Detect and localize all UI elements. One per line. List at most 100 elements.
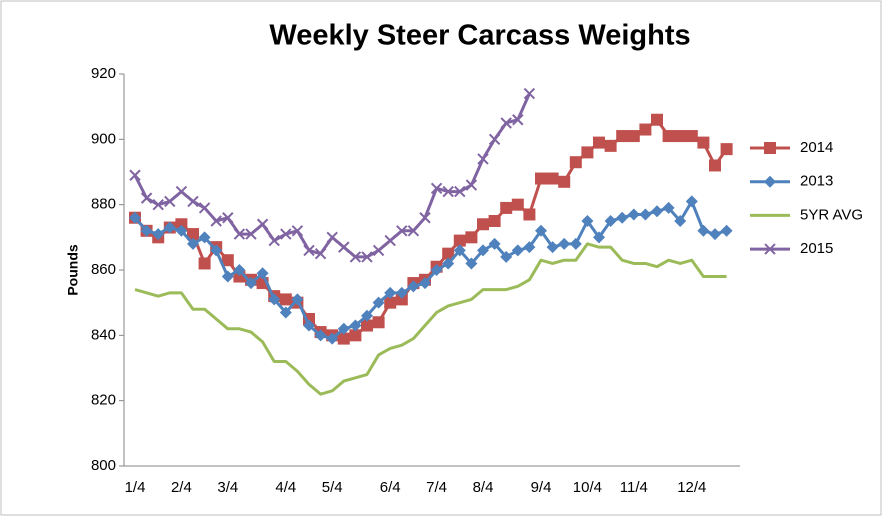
marker [764, 243, 776, 255]
y-axis-label: Pounds [65, 244, 81, 296]
x-tick-label: 7/4 [426, 479, 447, 496]
marker [662, 130, 675, 143]
x-tick-label: 4/4 [275, 479, 296, 496]
marker [372, 296, 385, 309]
marker [616, 211, 629, 224]
marker [279, 293, 292, 306]
marker [279, 306, 292, 319]
marker [477, 218, 489, 231]
marker [419, 277, 431, 290]
marker [210, 244, 223, 257]
marker [233, 228, 246, 240]
marker [384, 296, 397, 309]
marker [187, 195, 199, 208]
marker [511, 244, 524, 257]
marker [546, 241, 559, 254]
marker [314, 329, 327, 342]
marker [453, 234, 466, 247]
marker [140, 192, 153, 204]
marker [558, 237, 571, 250]
x-tick-label: 10/4 [573, 479, 602, 496]
marker [349, 329, 362, 342]
marker [268, 293, 281, 306]
marker [337, 332, 350, 345]
marker [407, 225, 420, 237]
marker [581, 146, 594, 159]
marker [662, 201, 675, 214]
y-tick-label: 900 [91, 130, 116, 147]
marker [361, 251, 373, 263]
marker [396, 225, 408, 237]
marker [454, 185, 466, 198]
marker [674, 130, 687, 143]
marker [523, 87, 536, 100]
marker [361, 319, 373, 332]
marker [488, 237, 501, 250]
marker [384, 286, 397, 299]
marker [616, 130, 629, 143]
marker [198, 202, 211, 214]
marker [488, 215, 501, 227]
marker [685, 195, 698, 208]
x-tick-label: 2/4 [171, 479, 192, 496]
marker [152, 228, 165, 241]
marker [198, 231, 211, 244]
y-tick-label: 880 [91, 196, 116, 213]
marker [697, 136, 710, 149]
marker [419, 212, 431, 224]
marker [129, 169, 141, 181]
marker [303, 319, 315, 332]
marker [245, 277, 257, 290]
chart-title: Weekly Steer Carcass Weights [269, 20, 690, 52]
marker [430, 182, 443, 195]
marker [349, 319, 362, 332]
marker [477, 244, 489, 257]
marker [164, 195, 176, 208]
marker [175, 224, 188, 237]
x-tick-label: 11/4 [620, 479, 648, 496]
marker [361, 309, 373, 322]
marker [407, 280, 420, 293]
marker [523, 241, 536, 254]
series-line [133, 199, 728, 341]
marker [581, 215, 594, 227]
marker [546, 172, 559, 185]
marker [129, 211, 141, 224]
marker [674, 215, 687, 227]
marker [651, 113, 663, 126]
marker [140, 224, 153, 237]
marker [338, 241, 350, 253]
marker [558, 175, 571, 188]
marker [465, 257, 478, 270]
marker [268, 234, 280, 247]
legend-label: 2014 [800, 139, 833, 156]
marker [477, 153, 489, 165]
marker [488, 133, 501, 146]
marker [221, 254, 234, 267]
marker [593, 136, 605, 149]
marker [152, 198, 164, 211]
marker [569, 237, 582, 250]
marker [500, 250, 513, 263]
marker [395, 286, 408, 299]
marker [639, 123, 652, 136]
y-tick-label: 800 [91, 457, 116, 474]
marker [709, 228, 721, 241]
marker [465, 179, 478, 191]
marker [187, 237, 199, 250]
marker [535, 172, 547, 185]
y-tick-label: 840 [91, 326, 116, 343]
legend-label: 2013 [800, 173, 833, 190]
x-tick-label: 5/4 [322, 479, 343, 496]
marker [465, 231, 478, 244]
marker [604, 215, 617, 227]
marker [395, 293, 408, 306]
marker [627, 208, 640, 221]
marker [303, 244, 315, 257]
marker [639, 208, 652, 221]
y-tick-label: 920 [91, 65, 116, 82]
marker [697, 224, 710, 237]
marker [175, 185, 188, 198]
marker [384, 234, 396, 247]
marker [280, 228, 292, 240]
